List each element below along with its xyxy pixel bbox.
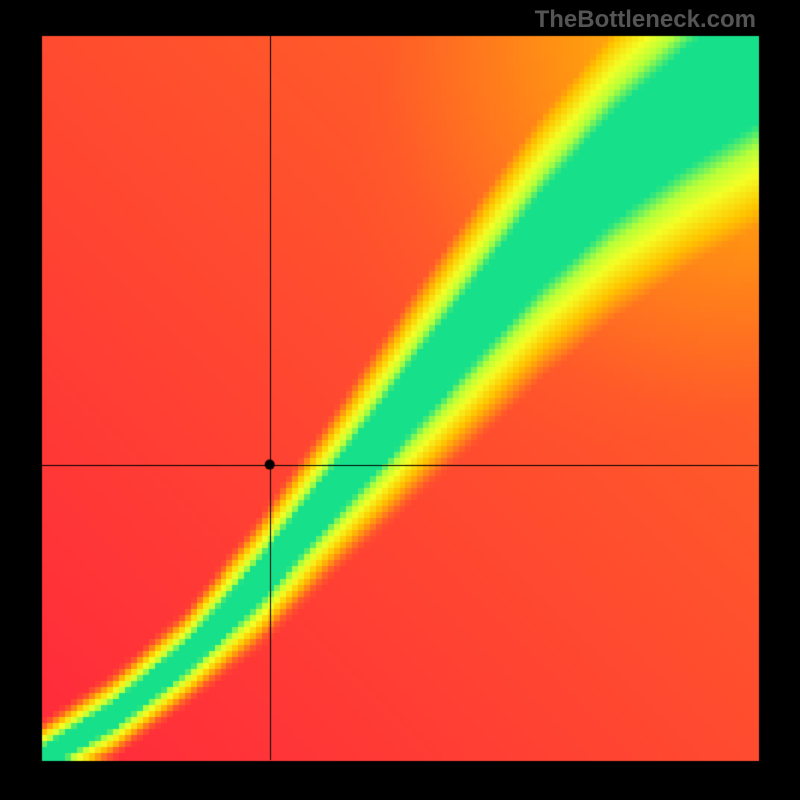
bottleneck-heatmap bbox=[0, 0, 800, 800]
watermark-text: TheBottleneck.com bbox=[535, 6, 756, 34]
